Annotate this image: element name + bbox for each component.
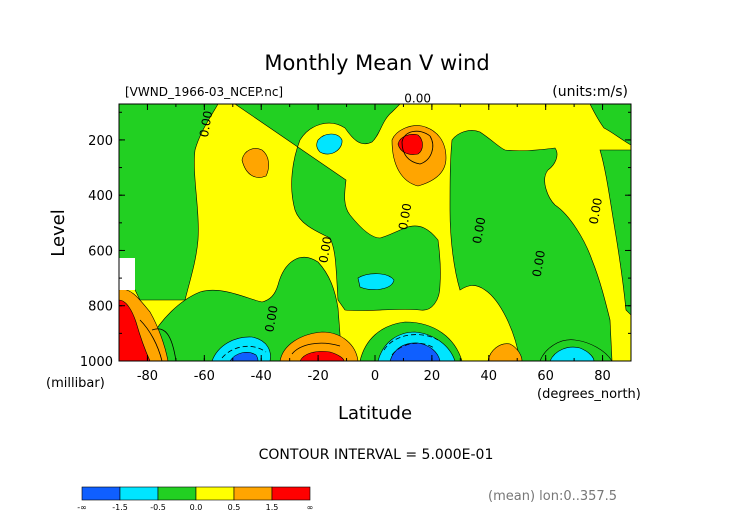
contour-label: 0.00	[530, 249, 548, 278]
colorbar-swatch	[81, 486, 121, 501]
cyan-region-right-surface	[549, 346, 595, 361]
contour-interval-label: CONTOUR INTERVAL = 5.000E-01	[259, 447, 494, 463]
colorbar-label: 0.0	[190, 503, 203, 512]
green-region-top-right	[589, 104, 631, 146]
contour-line	[291, 342, 341, 355]
orange-region-upper-left	[241, 148, 269, 178]
x-tick-label: 80	[594, 369, 611, 384]
colorbar-label: -1.5	[112, 503, 128, 512]
y-tick-label: 200	[88, 134, 113, 149]
y-tick-label: 1000	[80, 355, 113, 370]
x-tick-label: 40	[481, 369, 498, 384]
contour-line	[221, 345, 267, 359]
x-tick-label: -20	[307, 369, 328, 384]
colorbar-label: -∞	[77, 503, 87, 512]
file-label: [VWND_1966-03_NCEP.nc]	[125, 85, 283, 99]
y-tick-label: 600	[88, 244, 113, 259]
orange-region-south-surface	[279, 331, 359, 361]
contour-line	[383, 334, 439, 351]
orange-region-mid-surface	[487, 343, 523, 361]
contour-line	[151, 328, 177, 361]
x-tick-label: -60	[194, 369, 215, 384]
chart-title: Monthly Mean V wind	[264, 51, 489, 75]
mean-note: (mean) lon:0..357.5	[488, 489, 617, 504]
y-tick-label: 800	[88, 300, 113, 315]
contour-label: 0.00	[316, 235, 334, 264]
y-axis-unit-label: (millibar)	[46, 376, 105, 391]
colorbar-swatch	[195, 486, 235, 501]
contour-label: 0.00	[404, 92, 431, 106]
contour-line	[391, 342, 435, 356]
contour-label: 0.00	[587, 197, 605, 226]
x-tick-label: 0	[371, 369, 379, 384]
contour-line	[139, 319, 163, 361]
missing-data-strip	[119, 258, 135, 290]
colorbar-swatch	[233, 486, 273, 501]
x-axis-unit-label: (degrees_north)	[537, 387, 641, 402]
colorbar-label: ∞	[307, 503, 314, 512]
x-axis-label: Latitude	[338, 403, 412, 424]
y-axis-label: Level	[48, 209, 69, 257]
contour-label: 0.00	[470, 216, 488, 245]
green-region-right	[449, 130, 613, 361]
blue-region-left-surface	[229, 352, 259, 361]
colorbar: -∞ -1.5 -0.5 0.0 0.5 1.5 ∞	[77, 486, 314, 512]
x-axis-ticks: -80 -60 -40 -20 0 20 40 60 80	[118, 104, 632, 384]
contour-field	[119, 104, 631, 361]
contour-label: 0.00	[262, 304, 280, 333]
contour-line	[401, 130, 434, 165]
red-region-south-surface	[299, 351, 345, 361]
x-tick-label: -40	[251, 369, 272, 384]
colorbar-swatch	[157, 486, 197, 501]
y-tick-label: 400	[88, 189, 113, 204]
units-label: (units:m/s)	[552, 84, 628, 100]
blue-region-equator-surface	[389, 342, 441, 361]
x-tick-label: 20	[424, 369, 441, 384]
red-region-polar-south	[119, 299, 151, 361]
cyan-region-upper	[316, 133, 343, 155]
cyan-region-mid	[357, 273, 395, 290]
x-tick-label: -80	[137, 369, 158, 384]
x-tick-label: 60	[537, 369, 554, 384]
contour-label: 0.00	[396, 202, 414, 231]
green-region-mid-left	[149, 257, 343, 361]
colorbar-label: 0.5	[228, 503, 241, 512]
colorbar-label: -0.5	[150, 503, 166, 512]
green-region-central	[234, 104, 441, 311]
colorbar-swatch	[119, 486, 159, 501]
green-region-far-right	[599, 149, 631, 316]
y-axis-ticks: 200 400 600 800 1000	[80, 111, 631, 370]
contour-labels: 0.00 0.00 0.00 0.00 0.00 0.00 0.00 0.00	[197, 92, 605, 334]
colorbar-swatch	[271, 486, 311, 501]
colorbar-label: 1.5	[266, 503, 279, 512]
contour-label: 0.00	[197, 110, 215, 139]
red-region-upper-tropics	[397, 134, 423, 155]
